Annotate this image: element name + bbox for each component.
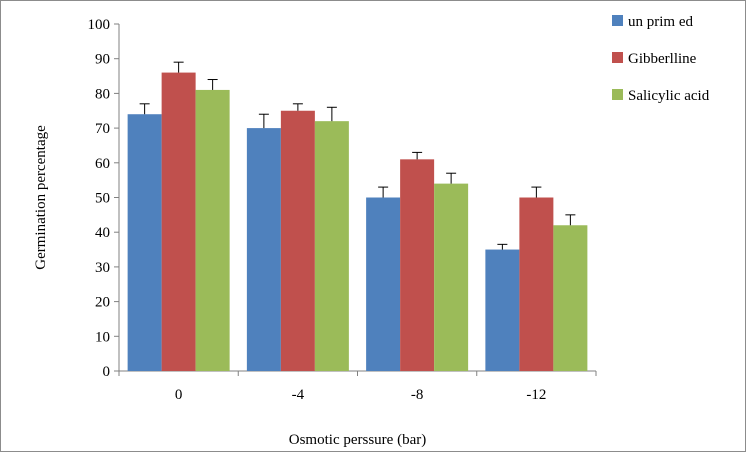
y-axis-label: Germination percentage <box>33 125 49 270</box>
x-tick-label: -8 <box>411 387 424 403</box>
bar <box>400 159 435 371</box>
legend-label: un prim ed <box>628 14 693 30</box>
y-tick-label: 20 <box>95 295 110 311</box>
bars <box>127 61 588 372</box>
bar <box>434 183 469 371</box>
y-tick-label: 60 <box>95 156 110 172</box>
y-tick-label: 50 <box>95 191 110 207</box>
y-tick-label: 100 <box>88 17 111 33</box>
bar <box>314 121 349 371</box>
bar <box>161 72 196 371</box>
bar <box>366 197 401 371</box>
y-tick-label: 30 <box>95 260 110 276</box>
y-tick-label: 0 <box>103 364 111 380</box>
x-tick-label: -4 <box>292 387 305 403</box>
bar <box>195 89 230 372</box>
bar <box>280 110 315 371</box>
legend: un prim ed Gibberlline Salicylic acid <box>612 14 710 104</box>
x-axis-label: Osmotic perssure (bar) <box>289 432 426 448</box>
legend-label: Gibberlline <box>628 51 697 67</box>
y-tick-label: 80 <box>95 86 110 102</box>
y-tick-label: 70 <box>95 121 110 137</box>
bar <box>485 249 520 371</box>
x-tick-label: -12 <box>526 387 546 403</box>
y-tick-label: 40 <box>95 225 110 241</box>
legend-label: Salicylic acid <box>628 88 710 104</box>
tick-labels: 0 10 20 30 40 50 60 70 80 90 100 0 -4 -8 -12 <box>88 17 547 403</box>
legend-swatch <box>612 89 623 100</box>
x-tick-label: 0 <box>175 387 183 403</box>
legend-swatch <box>612 52 623 63</box>
bar <box>246 128 281 371</box>
bar <box>519 197 554 371</box>
bar <box>553 225 588 371</box>
legend-swatch <box>612 15 623 26</box>
y-tick-label: 90 <box>95 52 110 68</box>
bar <box>127 114 162 371</box>
y-tick-label: 10 <box>95 329 110 345</box>
